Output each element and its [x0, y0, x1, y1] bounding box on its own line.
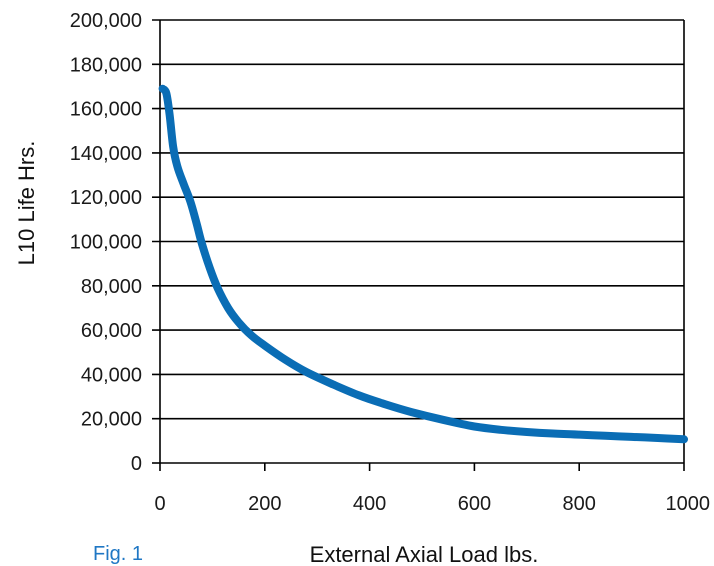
- axes: [159, 20, 685, 471]
- series-layer: [158, 84, 688, 444]
- y-tick-label: 160,000: [70, 99, 142, 121]
- y-tick-label: 140,000: [70, 143, 142, 165]
- x-tick-label: 1000: [666, 493, 711, 515]
- x-tick-label: 400: [353, 493, 386, 515]
- grid-lines: [152, 19, 684, 464]
- y-tick-label: 100,000: [70, 232, 142, 254]
- y-axis-title: L10 Life Hrs.: [14, 141, 39, 266]
- x-tick-label: 0: [154, 493, 165, 515]
- x-tick-labels: 0 200 400 600 800 1000: [154, 493, 710, 515]
- series-line-0: [158, 84, 688, 444]
- x-tick-label: 200: [248, 493, 281, 515]
- figure-label: Fig. 1: [93, 543, 143, 565]
- y-tick-label: 40,000: [81, 364, 142, 386]
- y-tick-label: 80,000: [81, 276, 142, 298]
- y-tick-label: 120,000: [70, 187, 142, 209]
- y-tick-label: 0: [131, 453, 142, 475]
- x-tick-label: 800: [563, 493, 596, 515]
- y-tick-label: 60,000: [81, 320, 142, 342]
- x-axis-title: External Axial Load lbs.: [310, 542, 539, 566]
- y-tick-label: 20,000: [81, 409, 142, 431]
- y-tick-labels: 0 20,000 40,000 60,000 80,000 100,000 120,000 1…: [70, 10, 142, 475]
- x-tick-label: 600: [458, 493, 491, 515]
- y-tick-label: 180,000: [70, 54, 142, 76]
- y-tick-label: 200,000: [70, 10, 142, 32]
